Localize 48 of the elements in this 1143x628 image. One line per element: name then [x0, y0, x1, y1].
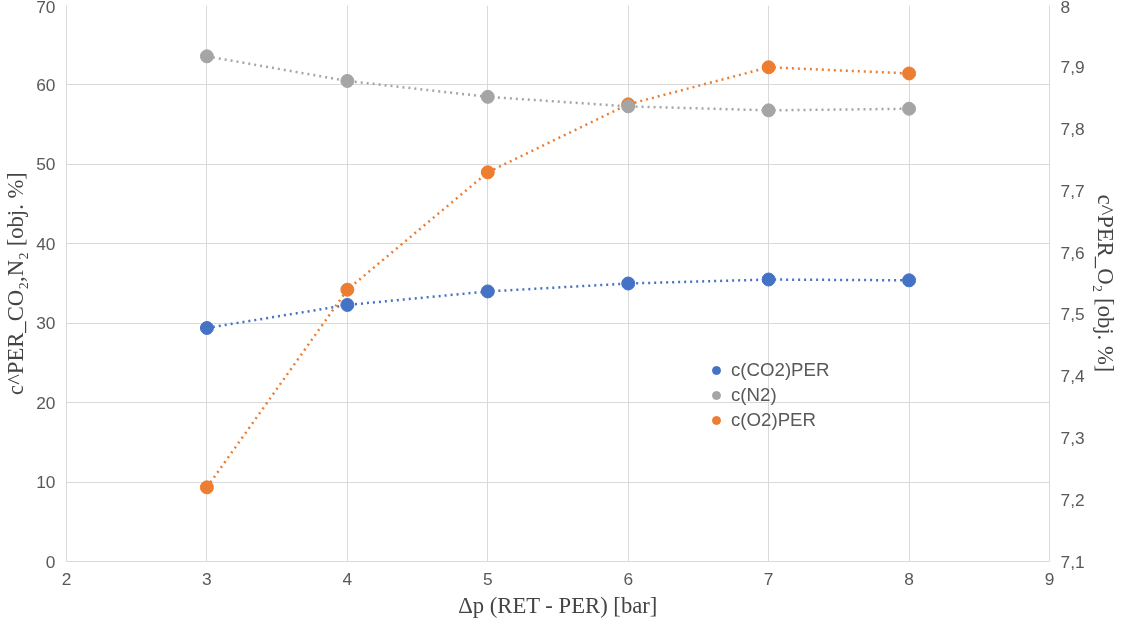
y-axis-title: c^PER_CO₂,N₂ [obj. %] — [3, 172, 29, 395]
point — [902, 66, 917, 81]
y-tick-label: 40 — [36, 233, 56, 254]
x-tick-label: 2 — [61, 568, 72, 589]
x-tick-label: 5 — [482, 568, 493, 589]
y-tick-label: 30 — [36, 313, 56, 334]
x-tick-label: 4 — [342, 568, 353, 589]
point — [340, 297, 355, 312]
legend-label: c(N2) — [731, 384, 777, 406]
y-tick-label: 20 — [36, 392, 56, 413]
y2-tick-label: 7,3 — [1060, 427, 1085, 448]
y-tick-label: 0 — [45, 551, 56, 572]
point — [199, 480, 214, 495]
point — [621, 276, 636, 291]
x-tick-label: 7 — [763, 568, 774, 589]
point — [199, 320, 214, 335]
point — [340, 73, 355, 88]
y-tick-label: 60 — [36, 74, 56, 95]
y2-tick-label: 7,5 — [1060, 304, 1085, 325]
x-tick-label: 3 — [202, 568, 212, 589]
point — [761, 60, 776, 75]
y2-tick-label: 7,2 — [1060, 489, 1085, 510]
x-axis-title: Δp (RET - PER) [bar] — [458, 592, 658, 618]
y2-axis-title: c^PER_O₂ [obj. %] — [1092, 194, 1118, 373]
y2-tick-label: 7,8 — [1060, 119, 1085, 140]
point — [340, 282, 355, 297]
y2-tick-label: 7,7 — [1060, 180, 1085, 201]
point — [761, 272, 776, 287]
y2-tick-label: 8 — [1060, 0, 1071, 17]
y2-tick-label: 7,4 — [1060, 366, 1085, 387]
x-tick-label: 9 — [1044, 568, 1055, 589]
x-tick-label: 8 — [904, 568, 914, 589]
point — [761, 103, 776, 118]
point — [480, 284, 495, 299]
x-tick-label: 6 — [623, 568, 634, 589]
y2-tick-label: 7,9 — [1060, 57, 1085, 78]
y2-tick-label: 7,1 — [1060, 551, 1085, 572]
y-tick-label: 10 — [36, 472, 56, 493]
point — [902, 101, 917, 116]
legend-label: c(O2)PER — [731, 409, 817, 431]
legend-label: c(CO2)PER — [731, 359, 830, 381]
point — [480, 89, 495, 104]
y-tick-label: 50 — [36, 154, 56, 175]
y-tick-label: 70 — [36, 0, 56, 17]
point — [199, 49, 214, 64]
point — [902, 273, 917, 288]
point — [480, 165, 495, 180]
y2-tick-label: 7,6 — [1060, 242, 1085, 263]
